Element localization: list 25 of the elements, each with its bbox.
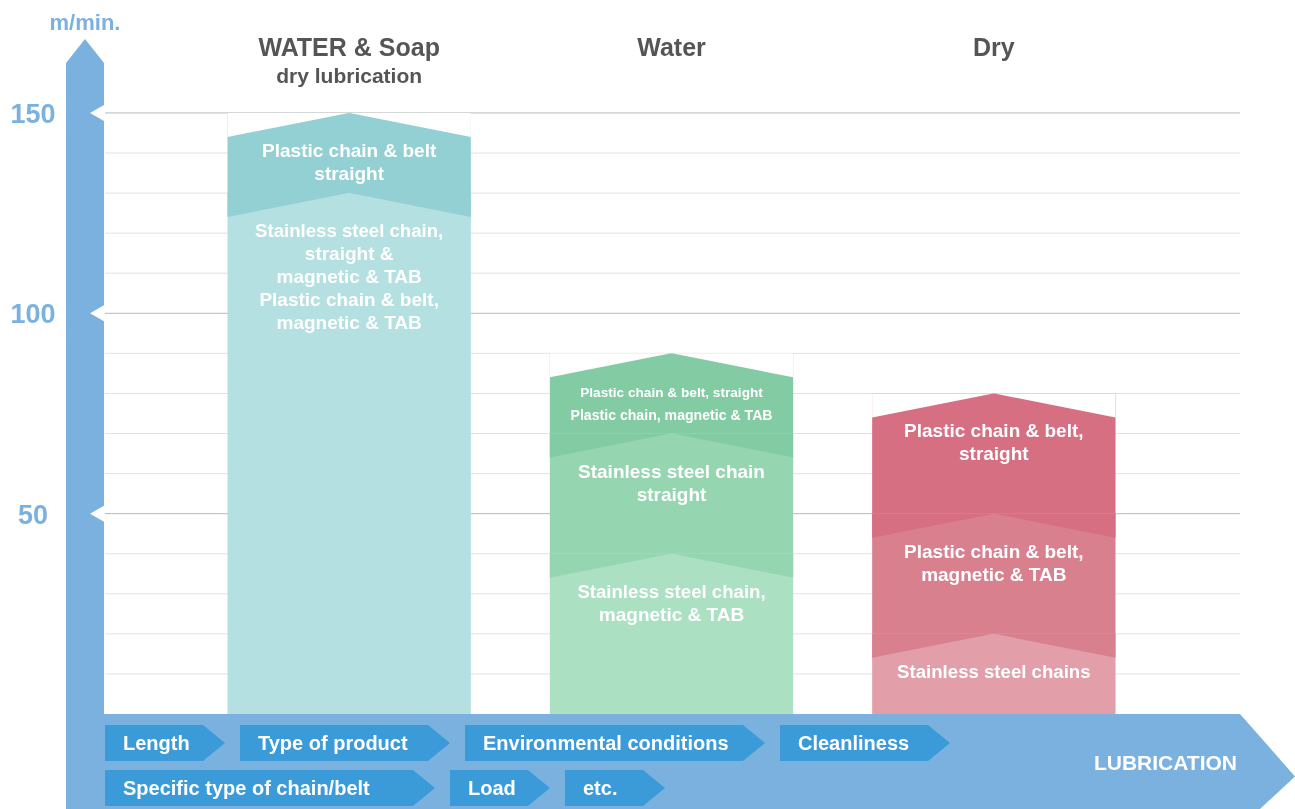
bar bbox=[549, 553, 794, 714]
text: Specific type of chain/belt bbox=[123, 777, 371, 799]
text: Cleanliness bbox=[798, 732, 910, 754]
data-label: Stainless steel chains bbox=[897, 660, 1091, 682]
y-tick-label: 150 bbox=[10, 98, 56, 129]
text: Environmental conditions bbox=[483, 732, 729, 754]
text: Load bbox=[468, 777, 516, 799]
x-axis-title: LUBRICATION bbox=[1093, 751, 1237, 774]
text: Length bbox=[123, 732, 190, 754]
text: Type of product bbox=[258, 732, 408, 754]
data-label: Plastic chain & belt straight bbox=[262, 139, 437, 184]
y-tick-label: 50 bbox=[17, 499, 49, 530]
data-label: Stainless steel chain straight bbox=[578, 460, 765, 505]
bar bbox=[227, 193, 471, 714]
data-label: Plastic chain & belt, magnetic & TAB bbox=[904, 540, 1084, 585]
x-tick-label: WATER & Soap dry lubrication bbox=[258, 33, 440, 87]
data-label: Plastic chain & belt, straight bbox=[904, 420, 1084, 465]
y-axis-title: m/min. bbox=[49, 10, 121, 35]
data-label: Stainless steel chain, magnetic & TAB bbox=[577, 580, 766, 625]
y-tick-label: 100 bbox=[10, 299, 56, 330]
x-tick-label: Dry bbox=[972, 33, 1015, 61]
data-label: Stainless steel chain, straight & magnetic & TAB Plastic chain & belt, magnetic & TAB bbox=[255, 220, 444, 334]
text: etc. bbox=[583, 777, 618, 799]
x-tick-label: Water bbox=[637, 33, 707, 61]
data-label: Plastic chain & belt, straight Plastic chain, magnetic & TAB bbox=[570, 385, 773, 424]
